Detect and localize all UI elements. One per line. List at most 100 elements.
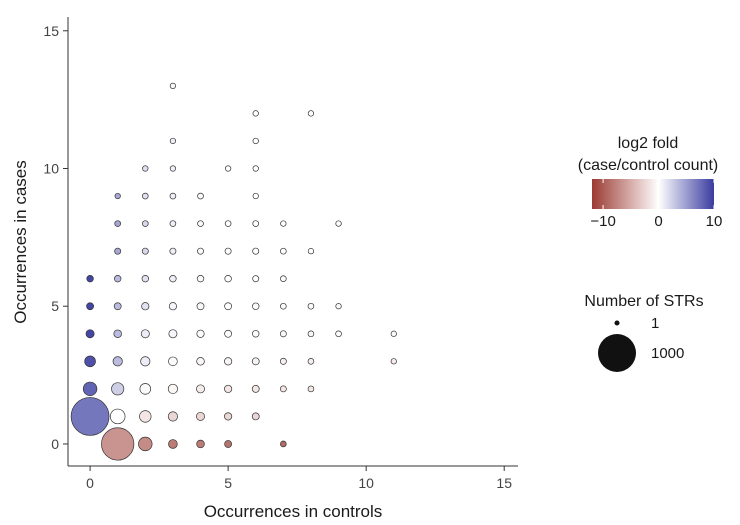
data-point <box>390 358 397 365</box>
size-legend-title: Number of STRs <box>584 293 703 310</box>
data-point <box>279 330 287 338</box>
data-point <box>101 427 135 461</box>
size-legend: Number of STRs 1 1000 <box>584 293 704 372</box>
data-point <box>307 330 315 338</box>
size-legend-label: 1000 <box>651 345 684 362</box>
y-axis-title: Occurrences in cases <box>11 160 30 323</box>
data-point <box>197 192 204 200</box>
data-point <box>280 220 287 227</box>
data-point <box>252 247 260 255</box>
color-legend-title-line-1: log2 fold <box>618 135 679 152</box>
x-axis-title: Occurrences in controls <box>204 502 383 521</box>
data-point <box>307 385 315 393</box>
data-point <box>224 440 232 448</box>
data-point <box>167 383 178 394</box>
data-point <box>196 275 205 283</box>
data-point <box>279 357 287 365</box>
data-point <box>280 247 287 255</box>
data-point <box>224 275 232 283</box>
data-point <box>169 220 177 227</box>
data-point <box>169 247 177 255</box>
size-legend-entries: 1 1000 <box>598 315 684 372</box>
data-point <box>335 220 342 227</box>
data-point <box>252 330 260 338</box>
color-legend-tick-label: 0 <box>654 213 662 230</box>
data-point <box>197 247 204 255</box>
data-point <box>307 110 315 117</box>
y-tick-label: 5 <box>51 298 59 314</box>
data-point <box>252 192 259 200</box>
data-point <box>169 137 177 145</box>
data-point <box>307 358 315 365</box>
data-point <box>142 192 149 200</box>
data-point <box>168 302 177 311</box>
data-point <box>251 412 260 421</box>
data-points <box>70 82 397 461</box>
data-point <box>169 192 177 200</box>
data-point <box>139 410 152 423</box>
data-point <box>224 384 233 393</box>
data-point <box>70 397 110 436</box>
x-tick-label: 15 <box>496 475 512 491</box>
data-point <box>307 302 315 310</box>
data-point <box>224 412 233 421</box>
color-legend-tick-label: 10 <box>706 213 723 230</box>
data-point <box>196 411 205 421</box>
data-point <box>113 302 122 311</box>
data-point <box>139 383 152 395</box>
data-point <box>251 357 260 366</box>
data-point <box>112 356 123 367</box>
data-point <box>111 382 125 396</box>
color-legend-title-line-2: (case/control count) <box>578 157 719 174</box>
data-point <box>168 439 178 449</box>
data-point <box>114 247 122 255</box>
data-point <box>252 302 260 310</box>
data-point <box>114 275 122 283</box>
data-point <box>224 329 232 338</box>
data-point <box>196 439 205 449</box>
data-point <box>114 192 121 200</box>
color-legend-gradient-bar <box>592 179 714 209</box>
data-point <box>252 110 259 117</box>
y-tick-label: 15 <box>43 23 59 39</box>
data-point <box>141 247 149 255</box>
data-point <box>169 275 177 283</box>
data-point <box>280 440 287 448</box>
data-point <box>224 302 232 311</box>
size-legend-circle <box>614 320 620 326</box>
data-point <box>114 220 121 227</box>
size-legend-label: 1 <box>651 315 659 332</box>
data-point <box>251 385 260 393</box>
data-point <box>84 355 96 368</box>
data-point <box>224 247 232 255</box>
data-point <box>86 302 94 311</box>
data-point <box>167 411 178 422</box>
data-point <box>252 220 260 227</box>
color-legend: log2 fold (case/control count) −10 0 10 <box>578 135 723 230</box>
color-legend-tick-label: −10 <box>590 213 615 230</box>
data-point <box>196 357 205 366</box>
color-legend-ticks: −10 0 10 <box>590 179 722 230</box>
data-point <box>82 381 98 397</box>
plot-area: 0 5 10 15 0 5 10 15 <box>43 17 518 491</box>
size-legend-circle <box>598 334 636 372</box>
data-point <box>279 385 287 393</box>
data-point <box>140 329 150 339</box>
data-point <box>390 330 397 337</box>
x-tick-label: 10 <box>358 475 374 491</box>
data-point <box>142 165 149 172</box>
data-point <box>280 275 287 282</box>
data-point <box>197 220 204 227</box>
data-point <box>252 165 259 172</box>
data-point <box>141 302 150 311</box>
data-point <box>252 137 259 145</box>
data-point <box>335 330 342 338</box>
data-point <box>196 302 205 311</box>
data-point <box>168 329 178 339</box>
data-point <box>141 275 149 283</box>
data-point <box>196 329 205 338</box>
data-point <box>196 384 205 394</box>
data-point <box>140 356 151 367</box>
data-point <box>224 220 232 227</box>
